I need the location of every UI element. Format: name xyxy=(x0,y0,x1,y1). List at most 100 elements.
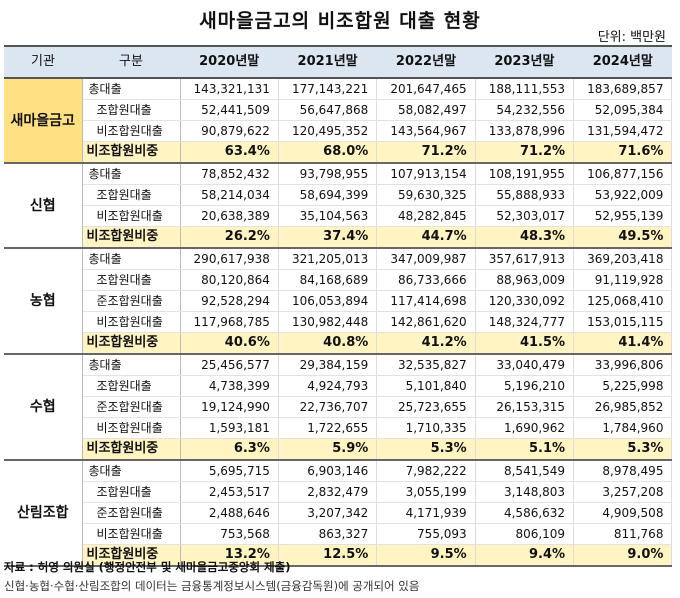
ratio-row: 비조합원비중 26.2% 37.4% 44.7% 48.3% 49.5% xyxy=(4,226,673,249)
value-cell: 183,689,857 xyxy=(573,78,673,100)
ratio-value: 26.2% xyxy=(180,226,279,249)
value-cell: 33,996,806 xyxy=(573,354,673,376)
value-cell: 32,535,827 xyxy=(376,354,476,376)
value-cell: 2,488,646 xyxy=(180,502,279,524)
ratio-value: 9.5% xyxy=(376,544,476,567)
value-cell: 48,282,845 xyxy=(376,205,476,227)
ratio-value: 40.6% xyxy=(180,332,279,355)
value-cell: 4,909,508 xyxy=(573,502,673,524)
institution-cell: 신협 xyxy=(4,163,83,249)
value-cell: 52,441,509 xyxy=(180,99,279,121)
table-row: 농협 총대출 290,617,938 321,205,013 347,009,987 35… xyxy=(4,248,673,355)
ratio-value: 5.3% xyxy=(376,438,476,461)
ratio-label: 비조합원비중 xyxy=(82,332,181,355)
value-cell: 321,205,013 xyxy=(278,248,378,270)
table-header: 기관 구분 2020년말 2021년말 2022년말 2023년말 2024년말 xyxy=(4,45,672,79)
value-cell: 3,257,208 xyxy=(573,481,673,503)
institution-cell: 수협 xyxy=(4,354,83,461)
value-cell: 25,723,655 xyxy=(376,396,476,418)
value-cell: 2,832,479 xyxy=(278,481,378,503)
ratio-label: 비조합원비중 xyxy=(82,141,181,164)
header-cat: 구분 xyxy=(82,45,180,79)
ratio-value: 48.3% xyxy=(475,226,575,249)
institution-cell: 농협 xyxy=(4,248,83,355)
value-cell: 143,321,131 xyxy=(180,78,279,100)
ratio-label: 비조합원비중 xyxy=(82,544,181,567)
table-row: 신협 총대출 78,852,432 93,798,955 107,913,154 108,… xyxy=(4,163,673,249)
value-cell: 56,647,868 xyxy=(278,99,378,121)
value-cell: 58,694,399 xyxy=(278,184,378,206)
value-cell: 142,861,620 xyxy=(376,311,476,333)
value-cell: 90,879,622 xyxy=(180,120,279,142)
value-cell: 125,068,410 xyxy=(573,290,673,312)
ratio-value: 41.5% xyxy=(475,332,575,355)
value-cell: 106,053,894 xyxy=(278,290,378,312)
loan-table: 기관 구분 2020년말 2021년말 2022년말 2023년말 2024년말… xyxy=(4,45,673,567)
ratio-value: 6.3% xyxy=(180,438,279,461)
row-label: 총대출 xyxy=(82,460,181,482)
value-cell: 52,095,384 xyxy=(573,99,673,121)
value-cell: 3,148,803 xyxy=(475,481,575,503)
table-row: 새마을금고 총대출 143,321,131 177,143,221 201,647,46… xyxy=(4,78,673,164)
table-row: 수협 총대출 25,456,577 29,384,159 32,535,827 33,04… xyxy=(4,354,673,461)
value-cell: 133,878,996 xyxy=(475,120,575,142)
value-cell: 86,733,666 xyxy=(376,269,476,291)
ratio-value: 71.2% xyxy=(475,141,575,164)
value-cell: 5,196,210 xyxy=(475,375,575,397)
header-year: 2024년말 xyxy=(573,45,672,79)
table-row: 조합원대출 52,441,509 56,647,868 58,082,497 54,23… xyxy=(4,99,673,121)
value-cell: 59,630,325 xyxy=(376,184,476,206)
row-label: 조합원대출 xyxy=(82,269,181,291)
row-label: 총대출 xyxy=(82,78,181,100)
value-cell: 93,798,955 xyxy=(278,163,378,185)
value-cell: 52,303,017 xyxy=(475,205,575,227)
value-cell: 84,168,689 xyxy=(278,269,378,291)
value-cell: 6,903,146 xyxy=(278,460,378,482)
ratio-row: 비조합원비중 63.4% 68.0% 71.2% 71.2% 71.6% xyxy=(4,141,673,164)
table-row: 조합원대출 4,738,399 4,924,793 5,101,840 5,196,21… xyxy=(4,375,673,397)
row-label: 준조합원대출 xyxy=(82,396,181,418)
value-cell: 55,888,933 xyxy=(475,184,575,206)
value-cell: 131,594,472 xyxy=(573,120,673,142)
value-cell: 120,495,352 xyxy=(278,120,378,142)
value-cell: 26,153,315 xyxy=(475,396,575,418)
value-cell: 107,913,154 xyxy=(376,163,476,185)
value-cell: 29,384,159 xyxy=(278,354,378,376)
value-cell: 1,593,181 xyxy=(180,417,279,439)
value-cell: 25,456,577 xyxy=(180,354,279,376)
value-cell: 3,055,199 xyxy=(376,481,476,503)
value-cell: 143,564,967 xyxy=(376,120,476,142)
row-label: 비조합원대출 xyxy=(82,205,181,227)
table-row: 조합원대출 58,214,034 58,694,399 59,630,325 55,88… xyxy=(4,184,673,206)
value-cell: 4,171,939 xyxy=(376,502,476,524)
value-cell: 1,710,335 xyxy=(376,417,476,439)
value-cell: 58,214,034 xyxy=(180,184,279,206)
header-year: 2021년말 xyxy=(278,45,377,79)
value-cell: 52,955,139 xyxy=(573,205,673,227)
value-cell: 120,330,092 xyxy=(475,290,575,312)
value-cell: 5,225,998 xyxy=(573,375,673,397)
value-cell: 347,009,987 xyxy=(376,248,476,270)
ratio-value: 63.4% xyxy=(180,141,279,164)
row-label: 준조합원대출 xyxy=(82,502,181,524)
value-cell: 177,143,221 xyxy=(278,78,378,100)
value-cell: 80,120,864 xyxy=(180,269,279,291)
ratio-value: 12.5% xyxy=(278,544,378,567)
ratio-value: 5.9% xyxy=(278,438,378,461)
value-cell: 35,104,563 xyxy=(278,205,378,227)
table-row: 비조합원대출 90,879,622 120,495,352 143,564,967 13… xyxy=(4,120,673,142)
ratio-value: 68.0% xyxy=(278,141,378,164)
table-row: 준조합원대출 2,488,646 3,207,342 4,171,939 4,586,6… xyxy=(4,502,673,524)
value-cell: 130,982,448 xyxy=(278,311,378,333)
row-label: 총대출 xyxy=(82,354,181,376)
value-cell: 19,124,990 xyxy=(180,396,279,418)
value-cell: 5,101,840 xyxy=(376,375,476,397)
value-cell: 5,695,715 xyxy=(180,460,279,482)
row-label: 조합원대출 xyxy=(82,99,181,121)
value-cell: 117,414,698 xyxy=(376,290,476,312)
page-title: 새마을금고의 비조합원 대출 현황 xyxy=(199,10,481,32)
ratio-value: 71.2% xyxy=(376,141,476,164)
value-cell: 20,638,389 xyxy=(180,205,279,227)
ratio-value: 40.8% xyxy=(278,332,378,355)
row-label: 총대출 xyxy=(82,163,181,185)
